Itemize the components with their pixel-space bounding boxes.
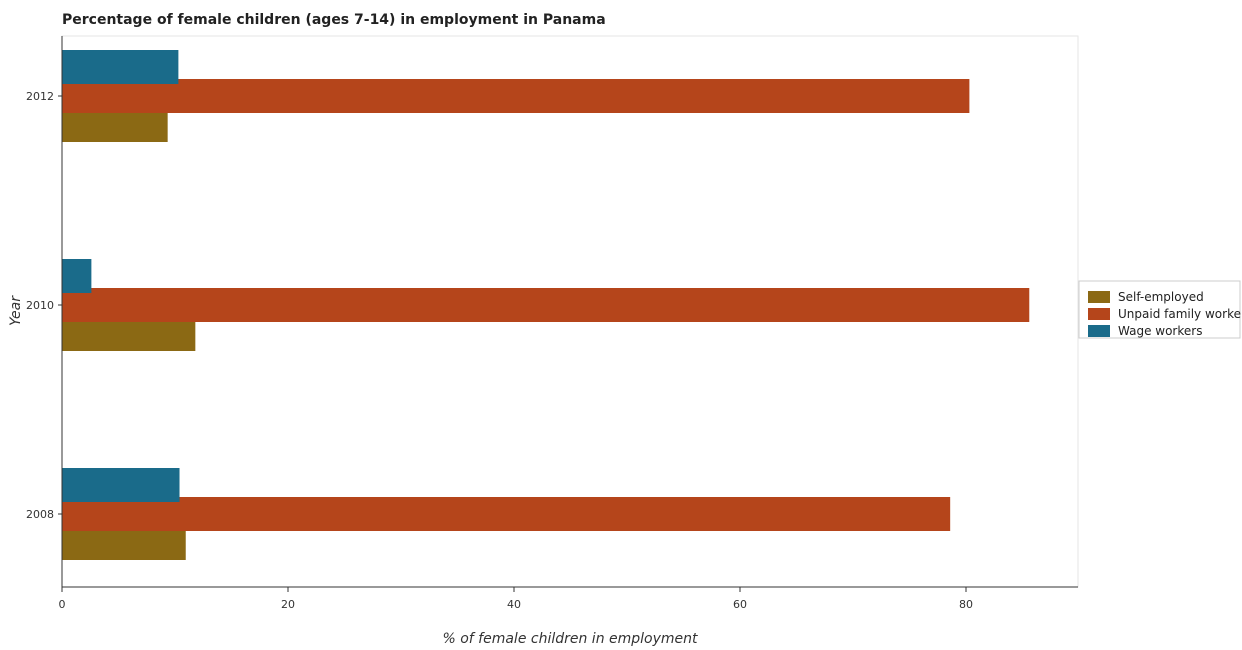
bar-unpaid-family-workers-2010 bbox=[62, 288, 1030, 322]
y-tick-labels: 2008 2010 2012 bbox=[26, 90, 62, 521]
x-tick-label: 80 bbox=[959, 598, 973, 611]
bar-self-employed-2008 bbox=[62, 526, 186, 560]
y-tick-label: 2012 bbox=[26, 90, 54, 103]
y-tick-label: 2008 bbox=[26, 508, 54, 521]
bar-wage-workers-2008 bbox=[62, 468, 180, 502]
legend-label: Wage workers bbox=[1118, 324, 1202, 338]
bar-self-employed-2012 bbox=[62, 108, 168, 142]
x-tick-label: 0 bbox=[59, 598, 66, 611]
legend-label: Self-employed bbox=[1118, 290, 1204, 304]
bar-wage-workers-2010 bbox=[62, 259, 92, 293]
bars-group bbox=[62, 50, 1030, 560]
chart-title: Percentage of female children (ages 7-14… bbox=[62, 12, 606, 28]
bar-unpaid-family-workers-2012 bbox=[62, 79, 970, 113]
legend-label: Unpaid family workers bbox=[1118, 307, 1242, 321]
bar-wage-workers-2012 bbox=[62, 50, 179, 84]
x-tick-label: 40 bbox=[507, 598, 521, 611]
x-axis-label: % of female children in employment bbox=[442, 631, 698, 647]
legend: Self-employed Unpaid family workers Wage w… bbox=[1078, 280, 1242, 339]
x-tick-label: 20 bbox=[281, 598, 295, 611]
y-tick-label: 2010 bbox=[26, 299, 54, 312]
bar-self-employed-2010 bbox=[62, 317, 196, 351]
legend-swatch bbox=[1088, 291, 1110, 303]
x-tick-labels: 0 20 40 60 80 bbox=[59, 587, 973, 611]
legend-swatch bbox=[1088, 308, 1110, 320]
y-axis-label: Year bbox=[8, 295, 24, 326]
bar-unpaid-family-workers-2008 bbox=[62, 497, 951, 531]
x-tick-label: 60 bbox=[733, 598, 747, 611]
legend-swatch bbox=[1088, 325, 1110, 337]
